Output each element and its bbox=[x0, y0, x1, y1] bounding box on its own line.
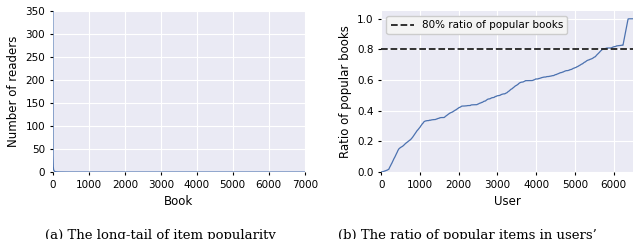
X-axis label: User: User bbox=[493, 195, 520, 208]
Y-axis label: Ratio of popular books: Ratio of popular books bbox=[339, 25, 351, 158]
X-axis label: Book: Book bbox=[164, 195, 193, 208]
80% ratio of popular books bbox=[378, 48, 385, 51]
Text: (a) The long-tail of item popularity: (a) The long-tail of item popularity bbox=[45, 229, 275, 239]
Y-axis label: Number of readers: Number of readers bbox=[7, 36, 20, 147]
Text: (b) The ratio of popular items in users’: (b) The ratio of popular items in users’ bbox=[338, 229, 596, 239]
80% ratio of popular books bbox=[378, 48, 385, 51]
Legend: 80% ratio of popular books: 80% ratio of popular books bbox=[387, 16, 568, 34]
